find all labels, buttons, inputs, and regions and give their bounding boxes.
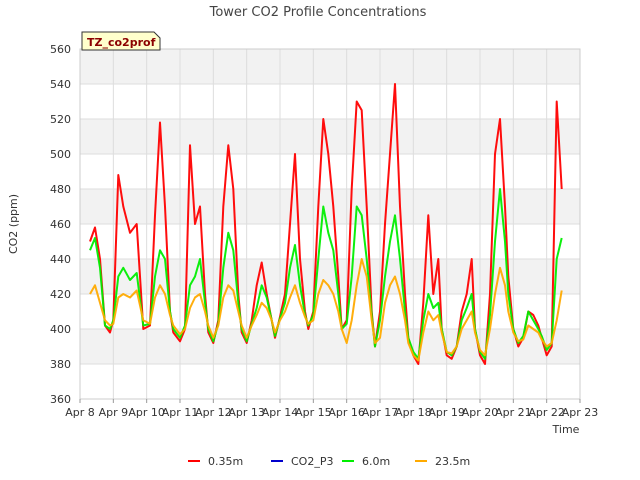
y-axis-label: CO2 (ppm) — [7, 194, 20, 254]
site-badge: TZ_co2prof — [81, 31, 161, 51]
x-tick-label: Apr 13 — [228, 406, 265, 419]
y-tick-label: 420 — [50, 288, 71, 301]
y-tick-label: 440 — [50, 253, 71, 266]
x-axis-label: Time — [552, 423, 580, 436]
y-tick-label: 540 — [50, 78, 71, 91]
x-tick-label: Apr 15 — [295, 406, 332, 419]
y-axis-ticks: 360 380 400 420 440 460 480 500 520 540 560 — [50, 43, 71, 406]
y-tick-label: 380 — [50, 358, 71, 371]
plot-frame — [79, 48, 581, 400]
x-tick-label: Apr 10 — [128, 406, 165, 419]
x-tick-label: Apr 21 — [495, 406, 532, 419]
legend: 0.35m CO2_P3 6.0m 23.5m — [188, 455, 470, 468]
series-line-0-35m — [89, 83, 563, 365]
y-tick-label: 460 — [50, 218, 71, 231]
x-tick-label: Apr 11 — [162, 406, 199, 419]
x-tick-label: Apr 23 — [562, 406, 599, 419]
x-tick-label: Apr 16 — [328, 406, 365, 419]
x-tick-label: Apr 8 — [65, 406, 95, 419]
x-tick-label: Apr 18 — [395, 406, 432, 419]
y-tick-label: 500 — [50, 148, 71, 161]
legend-label: 0.35m — [208, 455, 243, 468]
legend-label: 23.5m — [435, 455, 470, 468]
series-layer — [89, 83, 563, 365]
site-badge-label: TZ_co2prof — [87, 36, 156, 49]
y-tick-label: 520 — [50, 113, 71, 126]
y-tick-label: 360 — [50, 393, 71, 406]
x-tick-label: Apr 20 — [462, 406, 499, 419]
x-tick-label: Apr 19 — [428, 406, 465, 419]
legend-label: 6.0m — [362, 455, 390, 468]
x-tick-label: Apr 14 — [262, 406, 299, 419]
plot-band — [80, 119, 580, 154]
y-tick-label: 400 — [50, 323, 71, 336]
x-tick-label: Apr 12 — [195, 406, 232, 419]
y-tick-label: 480 — [50, 183, 71, 196]
legend-label: CO2_P3 — [291, 455, 333, 468]
series-line-6-0m — [89, 188, 563, 360]
site-badge-shape — [81, 31, 161, 51]
x-tick-label: Apr 17 — [362, 406, 399, 419]
x-tick-label: Apr 9 — [99, 406, 129, 419]
x-tick-label: Apr 22 — [528, 406, 565, 419]
series-line-23-5m — [89, 258, 563, 362]
y-tick-label: 560 — [50, 43, 71, 56]
chart-title: Tower CO2 Profile Concentrations — [209, 5, 427, 20]
plot-band — [80, 329, 580, 364]
plot-band — [80, 49, 580, 84]
